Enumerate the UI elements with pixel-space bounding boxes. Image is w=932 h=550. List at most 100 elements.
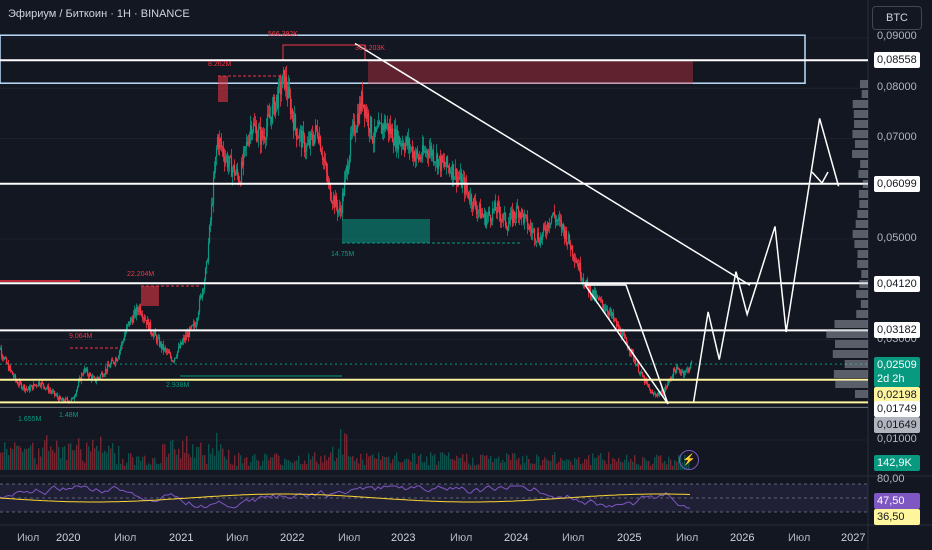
candle-body [234, 173, 237, 176]
candle-body [391, 128, 394, 143]
candle-body [428, 149, 431, 158]
candle-body [307, 139, 310, 144]
volume-bar [572, 465, 574, 470]
volume-bar [518, 458, 520, 470]
volume-bar [248, 465, 250, 470]
candle-body [449, 171, 452, 173]
candle-body [540, 237, 543, 240]
volume-bar [116, 464, 118, 470]
volume-bar [554, 452, 556, 470]
volume-bar [530, 463, 532, 470]
annotation-label: 8.262M [208, 61, 232, 68]
x-tick: Июл [17, 532, 40, 544]
level-label[interactable]: 0,01749 [874, 401, 920, 417]
rsi-ma-label: 36,50 [874, 509, 920, 525]
volume-bar [352, 455, 354, 470]
candle-body [532, 229, 535, 231]
volume-bar [110, 448, 112, 470]
volume-bar [252, 455, 254, 470]
candle-body [405, 136, 408, 143]
volume-bar [546, 459, 548, 470]
candle-body [446, 156, 449, 167]
candle-body [535, 240, 538, 242]
price-tick: 0,07000 [877, 131, 917, 143]
volume-bar [414, 453, 416, 470]
candle-body [563, 229, 566, 239]
candle-body [359, 102, 362, 111]
candle-body [82, 372, 85, 375]
candle-body [392, 142, 395, 146]
level-label[interactable]: 0,03182 [874, 322, 920, 338]
candle-body [231, 169, 234, 177]
volume-bar [232, 464, 234, 470]
candle-body [285, 76, 288, 92]
candle-body [537, 232, 540, 242]
candle-body [64, 398, 67, 402]
trend-line [354, 42, 751, 286]
candle-body [495, 210, 498, 214]
candle-body [302, 130, 305, 136]
volume-bar [100, 436, 102, 470]
candle-body [222, 148, 225, 157]
level-label[interactable]: 0,02198 [874, 387, 920, 403]
volume-bar [578, 457, 580, 470]
volume-bar [392, 459, 394, 470]
current-price-label[interactable]: 0,02509 2d 2h [874, 357, 920, 387]
candle-body [378, 121, 381, 124]
candle-body [664, 386, 667, 391]
rsi-pane [0, 483, 868, 513]
candle-body [407, 138, 410, 146]
candle-body [343, 179, 346, 196]
volume-bar [410, 461, 412, 470]
candle-body [601, 300, 604, 305]
level-label[interactable]: 0,06099 [874, 176, 920, 192]
volume-bar [192, 444, 194, 470]
candle-body [240, 161, 243, 185]
volume-bar [224, 456, 226, 470]
candle-body [56, 394, 59, 398]
candle-body [424, 150, 427, 154]
lightning-icon[interactable]: ⚡ [679, 450, 699, 470]
profile-bar [832, 350, 868, 358]
candle-body [300, 130, 303, 148]
candle-body [152, 333, 155, 337]
candle-body [0, 348, 3, 356]
candle-body [284, 76, 287, 89]
volume-bar [12, 449, 14, 470]
candle-body [454, 168, 457, 178]
volume-bar [540, 465, 542, 470]
level-label[interactable]: 0,08558 [874, 52, 920, 68]
volume-bar [154, 457, 156, 470]
volume-bar [246, 457, 248, 470]
currency-button[interactable]: BTC [872, 6, 922, 30]
profile-bar [853, 110, 868, 118]
candle-body [582, 279, 585, 284]
candle-body [138, 305, 141, 312]
candle-body [245, 141, 248, 147]
volume-bar [140, 461, 142, 470]
candle-body [596, 295, 599, 298]
candle-body [418, 156, 421, 160]
level-label[interactable]: 0,01649 [874, 417, 920, 433]
candle-body [389, 125, 392, 135]
volume-bar [610, 464, 612, 470]
volume-bar [26, 449, 28, 470]
volume-bar [606, 463, 608, 470]
candle-body [219, 138, 222, 142]
candle-body [632, 352, 635, 361]
candle-body [336, 205, 339, 214]
candle-body [244, 146, 247, 148]
supply-zone [368, 60, 693, 84]
candle-body [473, 198, 476, 201]
volume-bar [654, 457, 656, 470]
volume-bar [590, 465, 592, 470]
candle-body [179, 342, 182, 348]
volume-bar [124, 465, 126, 470]
level-label[interactable]: 0,04120 [874, 276, 920, 292]
candle-body [263, 136, 266, 140]
candle-body [505, 225, 508, 229]
candle-body [326, 172, 329, 182]
profile-bar [854, 140, 868, 148]
candle-body [600, 300, 603, 302]
